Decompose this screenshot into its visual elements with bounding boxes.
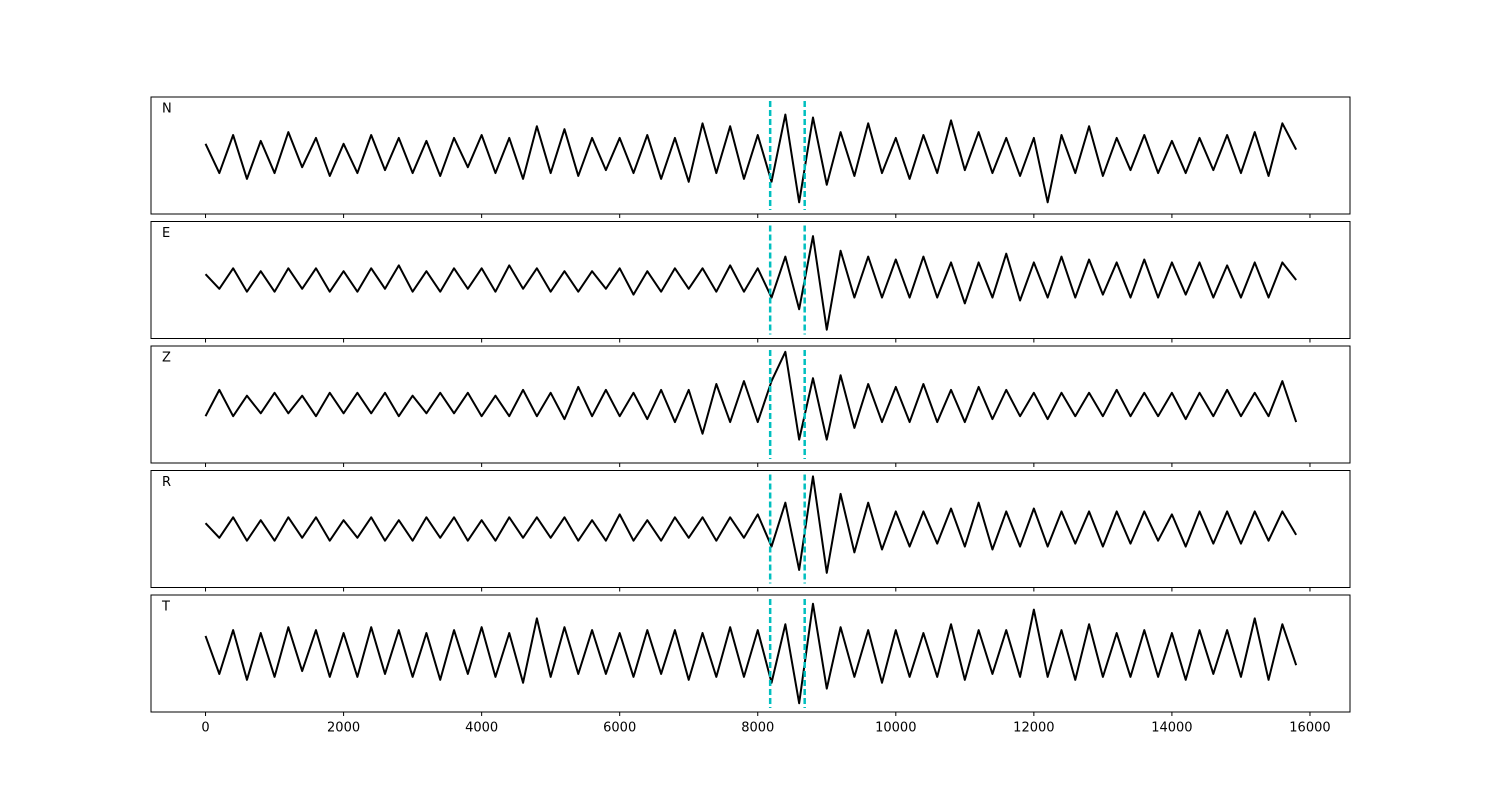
trace (204, 113, 1298, 204)
x-tick-label: 4000 (465, 721, 498, 736)
trace (204, 350, 1298, 441)
panel-label: R (162, 475, 171, 490)
x-tick-label: 10000 (875, 721, 916, 736)
x-tick-label: 8000 (741, 721, 774, 736)
panel-label: N (162, 102, 172, 117)
x-tick-label: 6000 (603, 721, 636, 736)
panel-frame (150, 345, 1351, 464)
trace (204, 235, 1297, 331)
trace (204, 475, 1298, 574)
x-tick-label: 14000 (1151, 721, 1192, 736)
x-tick-label: 2000 (327, 721, 360, 736)
panel-label: Z (162, 351, 171, 366)
panel-label: E (162, 226, 170, 241)
panel-frame (150, 470, 1351, 588)
panel-label: T (161, 600, 170, 615)
x-tick-label: 12000 (1013, 721, 1054, 736)
x-tick-label: 16000 (1289, 721, 1330, 736)
x-tick-label: 0 (201, 721, 209, 736)
trace (204, 602, 1298, 705)
